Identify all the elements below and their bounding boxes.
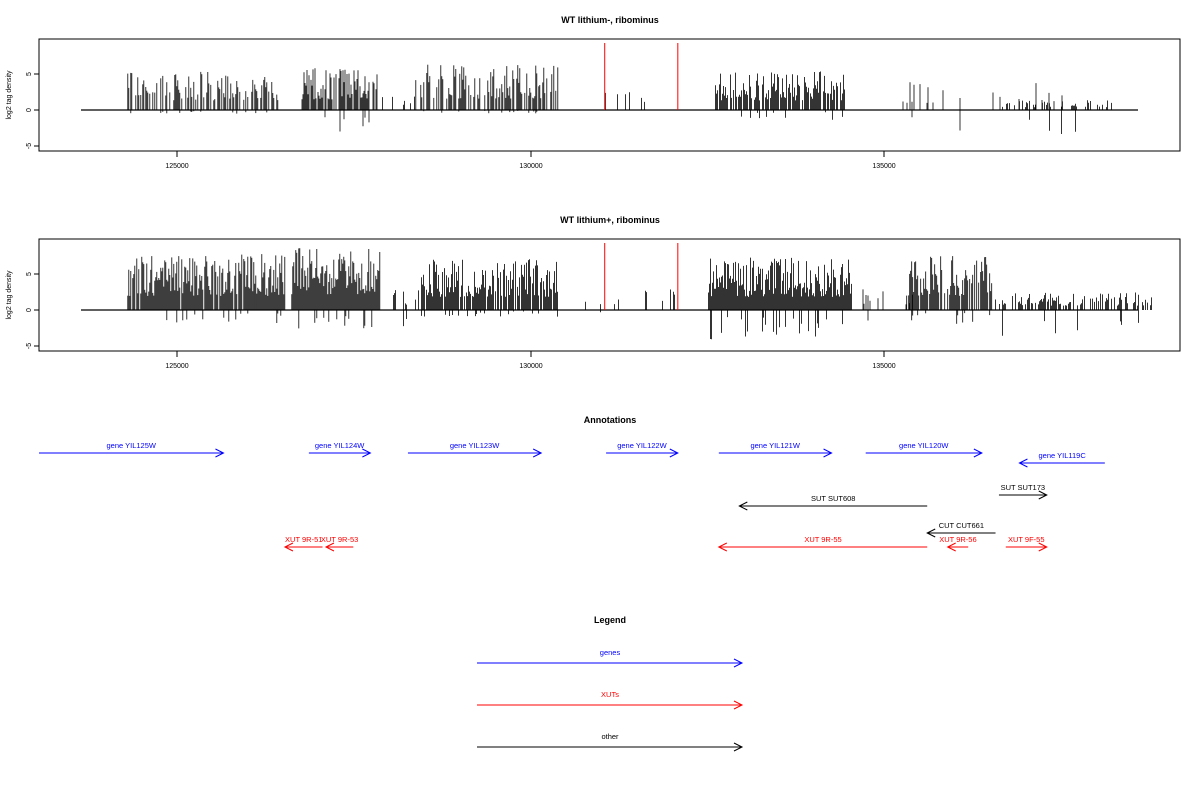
- annotation-arrow-head: [283, 542, 294, 552]
- legend-label: XUTs: [601, 690, 619, 699]
- annotation-arrow-head: [1018, 458, 1028, 468]
- annotation-label: CUT CUT661: [939, 521, 984, 530]
- legend-arrow-head: [733, 742, 744, 752]
- legend: Legend genes XUTs other: [477, 615, 744, 752]
- legend-item: genes: [477, 648, 744, 668]
- panel-1-density-bars: [127, 64, 1112, 134]
- legend-item: XUTs: [477, 690, 744, 710]
- annotation-feature: gene YIL121W: [718, 441, 833, 458]
- annotation-label: gene YIL123W: [450, 441, 500, 450]
- y-tick-label: 0: [26, 308, 33, 312]
- y-tick-label: 5: [26, 272, 33, 276]
- annotation-feature: gene YIL119C: [1018, 451, 1105, 468]
- annotation-arrow-head: [823, 448, 833, 458]
- annotations-title: Annotations: [584, 415, 637, 425]
- annotation-feature: XUT 9R-53: [321, 535, 358, 552]
- legend-title: Legend: [594, 615, 626, 625]
- panel-2-title: WT lithium+, ribominus: [560, 215, 660, 225]
- panel-1-ylabel: log2 tag density: [6, 70, 13, 120]
- annotation-label: SUT SUT173: [1001, 483, 1045, 492]
- y-tick-label: -5: [26, 143, 33, 149]
- annotation-label: XUT 9R-55: [804, 535, 841, 544]
- annotation-label: gene YIL119C: [1039, 451, 1087, 460]
- annotation-feature: XUT 9R-51: [283, 535, 323, 552]
- x-tick-label: 130000: [519, 163, 542, 170]
- annotation-feature: gene YIL122W: [606, 441, 679, 458]
- x-tick-label: 125000: [165, 363, 188, 370]
- annotation-arrow-head: [215, 448, 225, 458]
- legend-item: other: [477, 732, 744, 752]
- annotation-features: gene YIL125W gene YIL124W gene YIL123W gene…: [39, 441, 1105, 552]
- annotation-label: gene YIL122W: [617, 441, 667, 450]
- panel-1-markers: [604, 43, 679, 110]
- panel-1-y-axis: 5 0 -5: [26, 72, 39, 149]
- annotation-label: gene YIL120W: [899, 441, 949, 450]
- x-tick-label: 125000: [165, 163, 188, 170]
- legend-arrow-head: [733, 658, 744, 668]
- annotation-arrow-head: [669, 448, 679, 458]
- annotation-feature: gene YIL123W: [407, 441, 543, 458]
- annotation-arrow-head: [324, 542, 335, 552]
- legend-label: genes: [600, 648, 621, 657]
- annotation-arrow-head: [973, 448, 983, 458]
- panel-2-plot-frame: [38, 238, 1181, 352]
- annotation-feature: XUT 9R-55: [717, 535, 928, 552]
- annotation-arrow-head: [926, 528, 936, 538]
- panel-1-plot-frame: [38, 38, 1181, 152]
- panel-2-markers: [604, 243, 679, 310]
- annotation-arrow-head: [946, 542, 956, 552]
- annotation-arrow-head: [362, 448, 372, 458]
- annotation-arrow-head: [738, 501, 748, 511]
- panel-2-density-bars: [127, 248, 1152, 340]
- annotation-arrow-head: [1038, 490, 1048, 500]
- panel-2-ylabel: log2 tag density: [6, 270, 13, 320]
- legend-arrow-head: [733, 700, 744, 710]
- y-tick-label: 0: [26, 108, 33, 112]
- x-tick-label: 135000: [872, 163, 895, 170]
- annotation-label: SUT SUT608: [811, 494, 855, 503]
- annotation-feature: SUT SUT608: [738, 494, 928, 511]
- annotation-label: XUT 9R-56: [939, 535, 976, 544]
- annotation-label: XUT 9F-55: [1008, 535, 1045, 544]
- annotation-feature: CUT CUT661: [926, 521, 996, 538]
- annotation-label: XUT 9R-51: [285, 535, 322, 544]
- annotation-arrow-head: [1038, 542, 1048, 552]
- annotation-label: XUT 9R-53: [321, 535, 358, 544]
- annotation-feature: gene YIL124W: [308, 441, 372, 458]
- annotation-arrow-head: [717, 542, 728, 552]
- legend-items: genes XUTs other: [477, 648, 744, 752]
- x-tick-label: 135000: [872, 363, 895, 370]
- panel-1-title: WT lithium-, ribominus: [561, 15, 659, 25]
- legend-label: other: [601, 732, 619, 741]
- annotation-feature: XUT 9R-56: [939, 535, 977, 552]
- annotations-track: Annotations gene YIL125W gene YIL124W gene…: [39, 415, 1105, 552]
- panel-1-x-axis: 125000 130000 135000: [165, 151, 896, 170]
- annotation-feature: XUT 9F-55: [1005, 535, 1048, 552]
- panel-2-y-axis: 5 0 -5: [26, 272, 39, 349]
- density-panel-lithium-minus: WT lithium-, ribominus log2 tag density …: [6, 15, 1181, 170]
- annotation-feature: SUT SUT173: [998, 483, 1048, 500]
- annotation-feature: gene YIL120W: [865, 441, 983, 458]
- y-tick-label: -5: [26, 343, 33, 349]
- panel-2-x-axis: 125000 130000 135000: [165, 351, 896, 370]
- annotation-label: gene YIL125W: [106, 441, 156, 450]
- x-tick-label: 130000: [519, 363, 542, 370]
- annotation-label: gene YIL124W: [315, 441, 365, 450]
- annotation-feature: gene YIL125W: [39, 441, 225, 458]
- y-tick-label: 5: [26, 72, 33, 76]
- annotation-label: gene YIL121W: [750, 441, 800, 450]
- annotation-arrow-head: [532, 448, 543, 458]
- density-panel-lithium-plus: WT lithium+, ribominus log2 tag density …: [6, 215, 1181, 370]
